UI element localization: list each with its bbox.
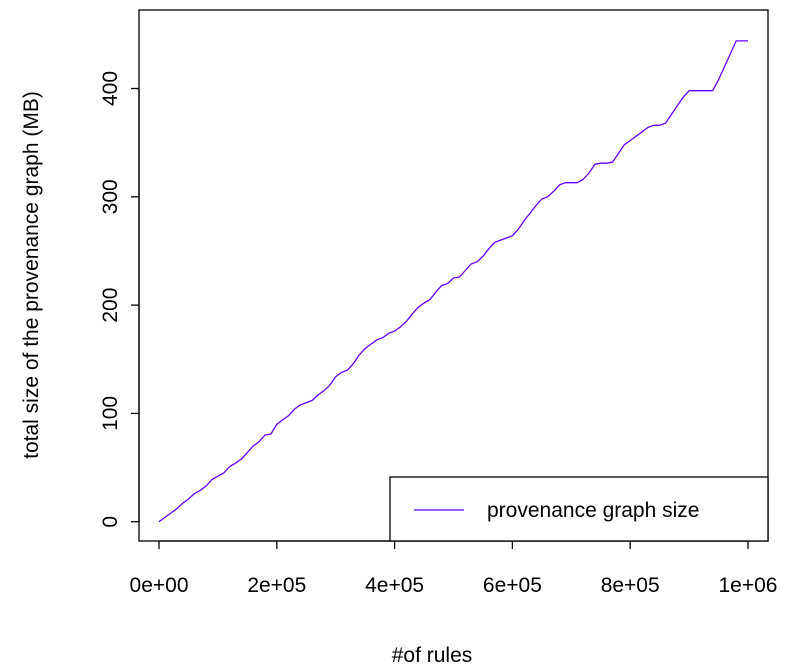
- y-tick-label: 200: [99, 288, 122, 323]
- x-axis: 0e+00 2e+05 4e+05 6e+05 8e+05 1e+06: [130, 540, 777, 597]
- y-tick-label: 0: [99, 516, 122, 528]
- series-line: [158, 40, 748, 523]
- y-axis: 0 100 200 300 400: [99, 71, 140, 528]
- x-tick-label: 4e+05: [365, 574, 424, 597]
- x-tick-label: 0e+00: [130, 574, 189, 597]
- x-tick-label: 6e+05: [483, 574, 542, 597]
- x-tick-label: 1e+06: [718, 574, 777, 597]
- x-tick-label: 8e+05: [601, 574, 660, 597]
- y-tick-label: 400: [99, 71, 122, 106]
- legend: provenance graph size: [389, 476, 769, 542]
- series-layer: [158, 40, 748, 523]
- legend-label: provenance graph size: [487, 499, 699, 522]
- plot-frame: [138, 9, 769, 542]
- x-axis-title: #of rules: [392, 644, 473, 667]
- y-axis-title: total size of the provenance graph (MB): [20, 91, 43, 459]
- x-tick-label: 2e+05: [247, 574, 306, 597]
- y-tick-label: 300: [99, 179, 122, 214]
- y-tick-label: 100: [99, 396, 122, 431]
- legend-box: [389, 476, 769, 542]
